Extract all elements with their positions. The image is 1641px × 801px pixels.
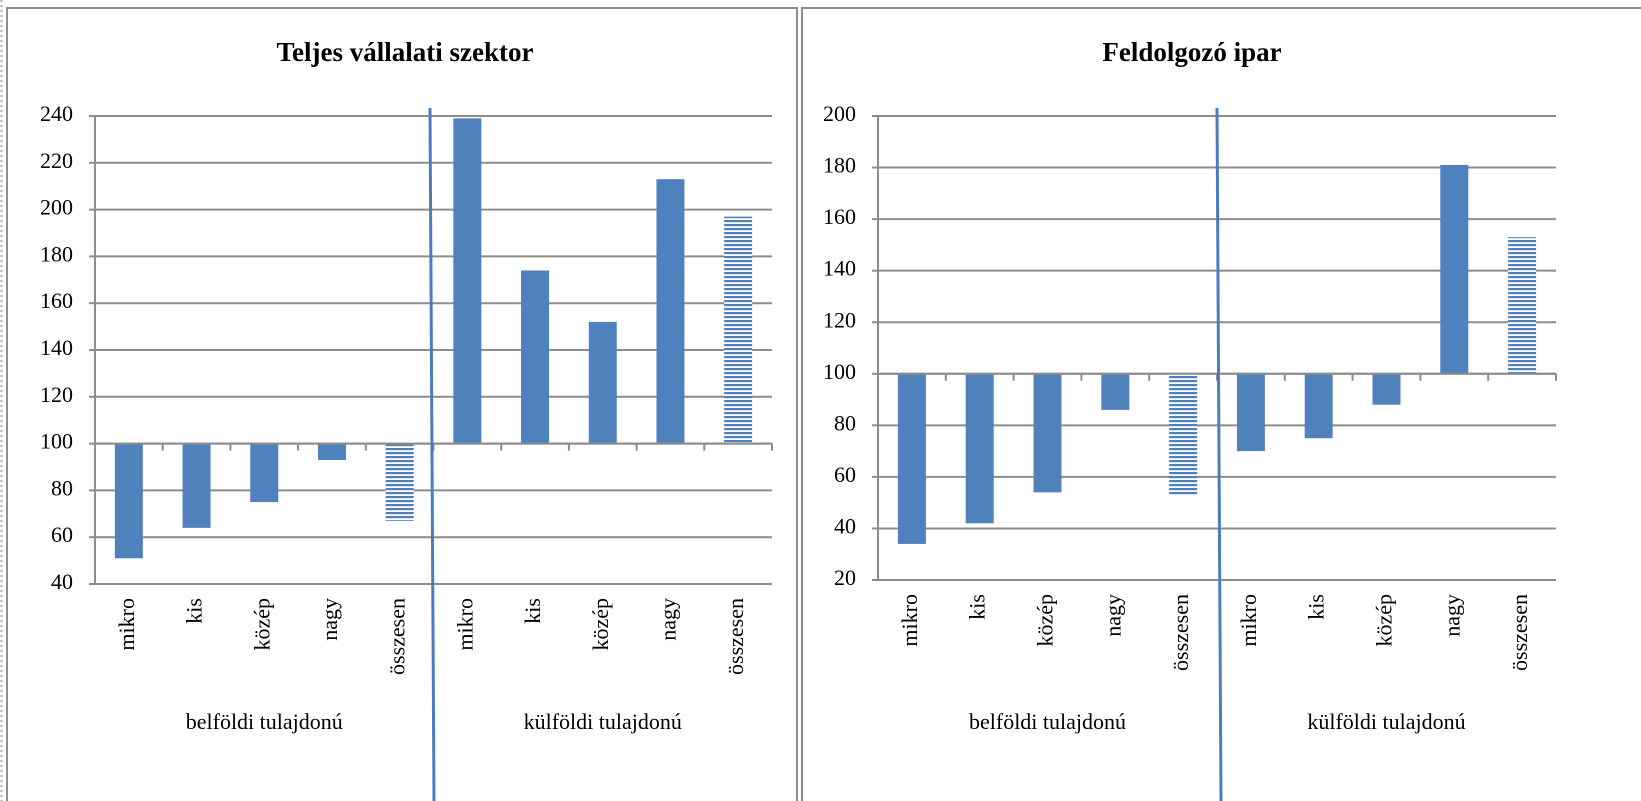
- y-tick-label: 120: [823, 307, 856, 332]
- x-tick-label: közép: [249, 598, 274, 651]
- y-tick-label: 60: [51, 522, 73, 547]
- bar: [965, 373, 994, 524]
- y-tick-label: 140: [40, 335, 73, 360]
- group-divider: [428, 107, 436, 801]
- x-tick-label: közép: [588, 598, 613, 651]
- x-tick-label: nagy: [317, 598, 342, 641]
- y-tick-label: 40: [51, 569, 73, 594]
- bar: [656, 179, 685, 444]
- bar: [385, 443, 414, 521]
- panel: [6, 7, 798, 801]
- x-tick-label: közép: [1372, 594, 1397, 647]
- bar: [1101, 373, 1130, 410]
- x-tick-label: mikro: [1236, 594, 1261, 647]
- x-tick-label: kis: [182, 598, 207, 624]
- bar: [182, 443, 211, 528]
- y-tick-label: 80: [834, 410, 856, 435]
- group-label: belföldi tulajdonú: [969, 709, 1126, 734]
- y-tick-label: 80: [51, 475, 73, 500]
- y-tick-label: 200: [40, 195, 73, 220]
- bar: [1169, 373, 1198, 495]
- y-tick-label: 220: [40, 148, 73, 173]
- bar: [724, 216, 753, 444]
- x-tick-label: közép: [1033, 594, 1058, 647]
- y-tick-label: 160: [823, 204, 856, 229]
- group-label: külföldi tulajdonú: [1307, 709, 1465, 734]
- bar: [1304, 373, 1333, 439]
- bar: [521, 270, 550, 444]
- y-tick-label: 140: [823, 256, 856, 281]
- bar: [1033, 373, 1062, 493]
- x-tick-label: mikro: [114, 598, 139, 651]
- y-tick-label: 100: [40, 429, 73, 454]
- y-tick-label: 40: [834, 513, 856, 538]
- bar: [317, 443, 346, 460]
- chart-title: Feldolgozó ipar: [1102, 37, 1281, 67]
- group-label: külföldi tulajdonú: [524, 709, 682, 734]
- x-tick-label: nagy: [655, 598, 680, 641]
- x-tick-label: kis: [965, 594, 990, 620]
- y-tick-label: 20: [834, 565, 856, 590]
- chart-title: Teljes vállalati szektor: [277, 37, 534, 67]
- y-tick-label: 240: [40, 101, 73, 126]
- bar: [1236, 373, 1265, 452]
- group-label: belföldi tulajdonú: [186, 709, 343, 734]
- x-tick-label: nagy: [1439, 594, 1464, 637]
- bar: [114, 443, 143, 559]
- x-tick-label: összesen: [723, 598, 748, 675]
- bar: [588, 321, 617, 444]
- x-tick-label: mikro: [452, 598, 477, 651]
- x-tick-label: mikro: [897, 594, 922, 647]
- y-tick-label: 60: [834, 462, 856, 487]
- x-tick-label: kis: [520, 598, 545, 624]
- panel: [801, 7, 1641, 801]
- y-tick-label: 100: [823, 359, 856, 384]
- x-tick-label: összesen: [385, 598, 410, 675]
- x-tick-label: összesen: [1507, 594, 1532, 671]
- bar: [1440, 164, 1469, 374]
- group-divider: [1215, 107, 1223, 801]
- y-tick-label: 180: [40, 241, 73, 266]
- bar: [453, 118, 482, 444]
- y-tick-label: 120: [40, 382, 73, 407]
- x-tick-label: kis: [1304, 594, 1329, 620]
- bar: [897, 373, 926, 544]
- y-tick-label: 180: [823, 153, 856, 178]
- bar: [1372, 373, 1401, 405]
- x-tick-label: összesen: [1168, 594, 1193, 671]
- bar: [250, 443, 279, 503]
- bar: [1508, 237, 1537, 374]
- y-tick-label: 200: [823, 101, 856, 126]
- x-tick-label: nagy: [1100, 594, 1125, 637]
- y-tick-label: 160: [40, 288, 73, 313]
